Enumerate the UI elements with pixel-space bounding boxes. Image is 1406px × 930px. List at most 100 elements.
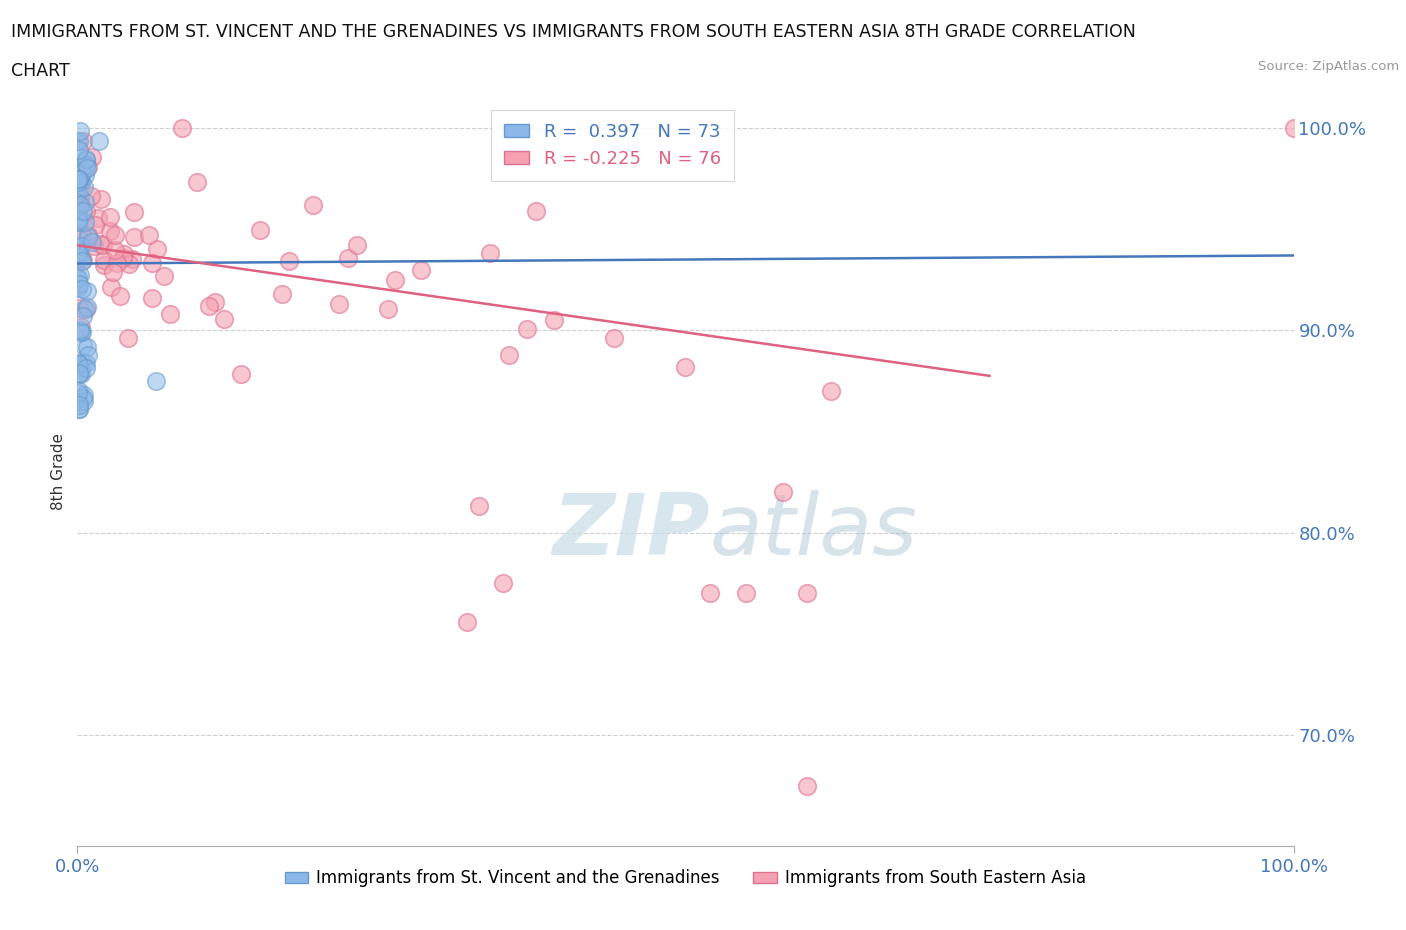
Text: CHART: CHART (11, 62, 70, 80)
Point (796, 778, 818, 793)
Point (66, 271, 89, 286)
Point (80, 234, 103, 249)
Point (66, 149, 89, 164)
Point (138, 227, 160, 242)
Point (72, 309, 94, 324)
Point (346, 238, 368, 253)
Point (69, 239, 91, 254)
Point (141, 291, 163, 306)
Point (76, 339, 98, 354)
Point (105, 256, 128, 271)
Point (278, 254, 301, 269)
Point (73, 179, 96, 194)
Point (204, 294, 226, 309)
Point (456, 614, 478, 629)
Point (699, 586, 721, 601)
Point (87, 210, 110, 225)
Point (328, 297, 350, 312)
Point (212, 312, 235, 326)
Point (75, 355, 97, 370)
Point (83, 239, 105, 254)
Point (66, 172, 89, 187)
Point (67, 356, 90, 371)
Point (66, 272, 89, 286)
Point (67, 172, 90, 187)
Point (67, 402, 90, 417)
Point (100, 280, 122, 295)
Point (72, 325, 94, 339)
Point (603, 331, 626, 346)
Point (67, 210, 90, 225)
Point (159, 306, 181, 321)
Point (66, 281, 89, 296)
Point (69, 190, 91, 205)
Point (73, 194, 96, 209)
Point (104, 242, 127, 257)
Point (337, 251, 360, 266)
Point (229, 366, 252, 381)
Point (89, 236, 111, 251)
Point (103, 264, 125, 279)
Point (77, 229, 100, 244)
Point (516, 322, 538, 337)
Point (796, 586, 818, 601)
Point (70, 179, 93, 193)
Point (170, 121, 193, 136)
Point (104, 228, 127, 243)
Point (77, 228, 100, 243)
Point (122, 205, 145, 219)
Point (69, 175, 91, 190)
Point (70, 253, 93, 268)
Point (67, 402, 90, 417)
Point (67, 142, 90, 157)
Point (198, 299, 221, 313)
Point (89, 134, 111, 149)
Point (73, 393, 96, 408)
Point (117, 330, 139, 345)
Point (498, 348, 520, 363)
Point (70, 251, 93, 266)
Y-axis label: 8th Grade: 8th Grade (51, 433, 66, 511)
Point (69, 301, 91, 316)
Point (67, 394, 90, 409)
Point (72, 204, 94, 219)
Point (75, 168, 97, 183)
Point (69, 124, 91, 139)
Text: ZIP: ZIP (553, 490, 710, 574)
Point (69, 196, 91, 211)
Point (67, 277, 90, 292)
Point (153, 269, 176, 284)
Point (69, 362, 91, 377)
Point (67, 248, 90, 263)
Point (66, 134, 89, 149)
Point (122, 230, 145, 245)
Point (72, 338, 94, 352)
Point (73, 301, 96, 316)
Point (67, 175, 90, 190)
Point (83, 218, 105, 232)
Point (72, 133, 94, 148)
Point (146, 242, 169, 257)
Point (76, 160, 98, 175)
Point (80, 150, 103, 165)
Text: Source: ZipAtlas.com: Source: ZipAtlas.com (1258, 60, 1399, 73)
Point (66, 386, 89, 401)
Point (67, 232, 90, 246)
Point (377, 301, 399, 316)
Point (249, 223, 271, 238)
Point (735, 586, 758, 601)
Text: atlas: atlas (710, 490, 918, 574)
Point (110, 289, 132, 304)
Point (77, 347, 100, 362)
Point (112, 246, 135, 261)
Point (76, 161, 98, 176)
Point (186, 175, 208, 190)
Point (384, 272, 406, 287)
Point (145, 374, 167, 389)
Text: IMMIGRANTS FROM ST. VINCENT AND THE GRENADINES VS IMMIGRANTS FROM SOUTH EASTERN : IMMIGRANTS FROM ST. VINCENT AND THE GREN… (11, 23, 1136, 41)
Point (72, 355, 94, 370)
Point (75, 153, 97, 167)
Point (72, 166, 94, 180)
Point (1282, 121, 1305, 136)
Point (69, 197, 91, 212)
